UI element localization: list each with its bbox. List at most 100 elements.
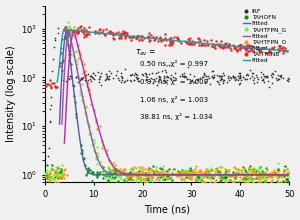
Point: [134, 171, 138, 175]
Point: [49, 86, 54, 90]
Point: [240, 177, 245, 181]
Point: [233, 78, 238, 81]
Point: [180, 171, 185, 175]
Point: [109, 172, 114, 176]
Point: [98, 171, 103, 174]
Point: [262, 171, 266, 174]
Point: [179, 171, 184, 175]
Point: [268, 174, 273, 178]
Point: [285, 170, 290, 173]
Point: [68, 50, 73, 53]
Point: [257, 180, 262, 184]
Point: [147, 168, 152, 172]
Point: [90, 170, 95, 174]
Point: [173, 173, 178, 176]
Point: [157, 75, 162, 79]
Point: [59, 176, 64, 179]
Point: [266, 172, 271, 176]
Point: [94, 173, 99, 177]
Point: [153, 171, 158, 174]
Point: [84, 28, 88, 31]
Point: [258, 174, 263, 177]
Point: [138, 176, 142, 180]
Point: [266, 51, 271, 55]
Point: [130, 35, 135, 38]
Point: [177, 170, 182, 174]
Point: [258, 180, 263, 183]
Point: [178, 176, 183, 180]
Point: [89, 179, 94, 183]
Point: [82, 62, 87, 66]
Point: [67, 26, 72, 30]
Point: [91, 138, 96, 142]
Point: [169, 39, 174, 43]
Point: [124, 170, 129, 174]
Point: [212, 75, 217, 79]
Point: [100, 30, 104, 34]
Point: [252, 167, 256, 170]
Point: [269, 75, 274, 79]
Point: [127, 175, 131, 179]
Point: [226, 42, 231, 45]
Point: [204, 167, 209, 170]
Point: [47, 119, 52, 123]
Point: [209, 70, 214, 73]
Point: [221, 42, 226, 46]
Point: [234, 174, 239, 178]
Point: [104, 174, 109, 178]
Point: [254, 169, 259, 173]
Point: [188, 36, 192, 40]
Point: [198, 169, 203, 172]
Point: [172, 72, 177, 75]
Point: [114, 180, 119, 184]
Point: [164, 81, 168, 84]
Point: [117, 36, 122, 40]
Point: [169, 172, 174, 175]
Point: [218, 44, 222, 48]
Point: [236, 45, 241, 48]
Point: [132, 71, 137, 74]
Point: [48, 79, 52, 82]
Point: [223, 176, 228, 180]
Point: [68, 29, 73, 32]
Point: [100, 28, 105, 32]
Point: [262, 179, 267, 183]
Point: [111, 31, 116, 35]
Point: [237, 74, 242, 77]
Point: [265, 167, 270, 171]
Point: [165, 171, 170, 175]
Point: [119, 80, 124, 84]
Point: [213, 170, 218, 174]
Point: [58, 46, 63, 50]
Point: [107, 31, 112, 34]
Point: [203, 180, 208, 183]
Point: [123, 32, 128, 35]
Point: [152, 174, 157, 177]
Point: [257, 47, 262, 50]
Point: [129, 167, 134, 170]
Point: [275, 180, 280, 183]
Point: [215, 79, 220, 82]
Point: [195, 176, 200, 179]
Point: [246, 171, 251, 175]
Point: [189, 173, 194, 176]
Point: [220, 46, 225, 50]
Point: [226, 173, 231, 177]
Point: [253, 177, 258, 180]
Point: [87, 92, 92, 96]
Point: [194, 176, 199, 180]
Point: [95, 175, 100, 178]
Point: [252, 172, 257, 176]
Point: [102, 32, 106, 36]
Point: [131, 174, 136, 178]
Point: [196, 178, 200, 182]
Point: [106, 30, 111, 34]
Point: [286, 176, 291, 179]
Point: [206, 43, 210, 47]
Point: [246, 176, 250, 179]
Point: [97, 77, 101, 80]
Point: [97, 77, 102, 80]
Point: [104, 76, 109, 80]
Point: [281, 48, 286, 52]
Point: [64, 25, 68, 28]
